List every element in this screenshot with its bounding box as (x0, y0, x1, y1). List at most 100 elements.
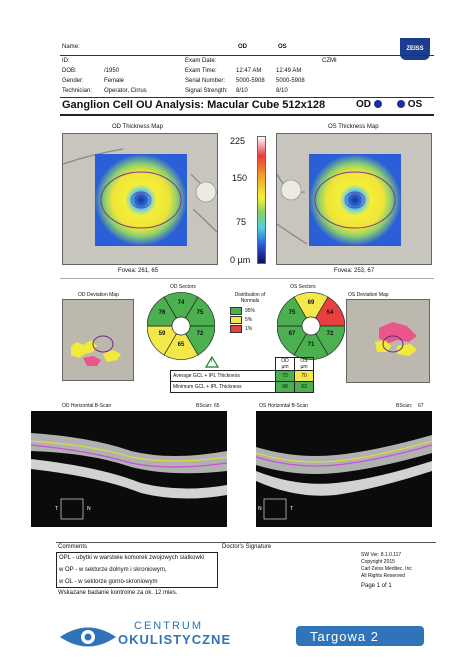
dob-label: DOB: (62, 68, 77, 74)
followup-note: Wskazane badanie kontrolne za ok. 12 mie… (58, 590, 178, 596)
legend-title: Distribution of Normals (234, 292, 266, 304)
od-exam-time: 12:47 AM (236, 68, 262, 74)
os-signal: 8/10 (276, 88, 288, 94)
legend-swatch-1 (230, 325, 242, 333)
od-bscan-word: BScan: (196, 403, 213, 409)
od-column-header: OD (238, 44, 247, 50)
os-sector-inferonasal: 67 (288, 331, 296, 337)
company-name: Carl Zeiss Meditec, Inc (361, 566, 412, 572)
os-dot-icon (397, 100, 405, 108)
warning-icon: ! (204, 355, 220, 368)
technician-label: Technician: (62, 88, 93, 94)
od-thickness-image (63, 148, 217, 246)
legend-95: 95% (245, 308, 256, 314)
zeiss-logo: ZEISS (400, 38, 430, 60)
od-thickness-map-label: OD Thickness Map (112, 124, 163, 130)
gender-label: Gender: (62, 78, 84, 84)
software-version: SW Ver: 8.1.0.117 (361, 552, 402, 558)
banner-location: Targowa 2 (310, 629, 379, 644)
od-sector-superotemporal: 76 (158, 310, 166, 316)
od-sector-superonasal: 75 (196, 310, 204, 316)
distribution-legend: Distribution of Normals 95% 5% 1% (230, 292, 270, 333)
page-number: Page 1 of 1 (361, 583, 392, 589)
os-bscan-word: BScan: (396, 403, 413, 409)
comment-line: OPL - ubytki w warstwie komorek zwojowyc… (59, 555, 205, 561)
os-sector-superotemporal: 54 (326, 310, 334, 316)
od-serial: 5000-5908 (236, 78, 265, 84)
warning-mark: ! (210, 358, 213, 364)
table-row: Minimum GCL + IPL Thickness 68 63 (170, 381, 314, 393)
od-bscan-number: 65 (214, 403, 220, 409)
legend-5: 5% (245, 317, 253, 323)
od-thickness-map (62, 133, 218, 265)
table-row: Average GCL + IPL Thickness 72 70 (170, 370, 314, 382)
od-sectors-chart: 74 75 72 65 59 76 (146, 292, 216, 360)
od-sector-inferonasal: 72 (196, 331, 204, 337)
os-sectors-label: OS Sectors (290, 284, 316, 290)
os-title-label: OS (407, 99, 423, 110)
legend-1: 1% (245, 326, 253, 332)
comments-box[interactable]: OPL - ubytki w warstwie komorek zwojowyc… (56, 552, 218, 588)
banner-location-pill: Targowa 2 (296, 626, 424, 646)
od-bscan-label: OD Horizontal B-Scan (62, 403, 112, 409)
os-bscan-number: 67 (418, 403, 424, 409)
od-eye-indicator: OD (356, 99, 382, 110)
comment-line: w OP - w sektorze dolnym i skroniowym, (59, 567, 167, 573)
row-os-value: 63 (294, 381, 314, 393)
row-label: Average GCL + IPL Thickness (170, 370, 276, 382)
gender-value: Female (104, 78, 125, 84)
os-thickness-map (276, 133, 432, 265)
id-label: ID: (62, 58, 70, 64)
gcl-ipl-thickness-table: OD µm OS µm Average GCL + IPL Thickness … (170, 357, 314, 393)
os-sector-superonasal: 75 (288, 310, 296, 316)
serial-label: Serial Number: (185, 78, 226, 84)
table-header-od: OD µm (275, 357, 295, 371)
od-signal: 8/10 (236, 88, 248, 94)
od-fovea: Fovea: 261, 65 (118, 268, 159, 274)
os-deviation-map (346, 299, 430, 383)
technician-value: Operator, Cirrus (104, 88, 147, 94)
table-header-row: OD µm OS µm (171, 357, 314, 371)
os-fovea: Fovea: 253, 67 (334, 268, 375, 274)
report-title: Ganglion Cell OU Analysis: Macular Cube … (62, 99, 326, 111)
os-bscan-label: OS Horizontal B-Scan (259, 403, 308, 409)
od-dot-icon (373, 100, 382, 108)
scale-tick-225: 225 (230, 136, 246, 146)
row-od-value: 72 (275, 370, 295, 382)
os-deviation-image (375, 322, 417, 356)
name-label: Name: (62, 44, 80, 50)
os-thickness-map-label: OS Thickness Map (328, 124, 379, 130)
os-eye-indicator: OS (397, 99, 422, 110)
exam-date-label: Exam Date: (185, 58, 217, 64)
scale-tick-0: 0 µm (230, 255, 251, 265)
row-label: Minimum GCL + IPL Thickness (170, 381, 276, 393)
dob-value: /1950 (104, 68, 120, 74)
zeiss-logo-text: ZEISS (406, 46, 424, 52)
row-os-value: 70 (294, 370, 314, 382)
row-od-value: 68 (275, 381, 295, 393)
od-sectors-label: OD Sectors (170, 284, 196, 290)
banner-line1: CENTRUM (134, 620, 203, 632)
scale-tick-150: 150 (232, 173, 248, 183)
os-bscan-image: N T (256, 411, 432, 527)
os-serial: 5000-5908 (276, 78, 305, 84)
rights: All Rights Reserved (361, 573, 405, 579)
centrum-logo-icon (58, 622, 118, 652)
od-sector-superior: 74 (177, 300, 185, 306)
comments-label: Comments (58, 544, 88, 550)
os-deviation-map-label: OS Deviation Map (348, 292, 389, 298)
os-column-header: OS (278, 44, 287, 50)
thickness-color-scale (257, 136, 266, 264)
os-sector-inferior: 71 (307, 342, 315, 348)
od-title-label: OD (356, 99, 371, 110)
os-sectors-chart: 69 54 72 71 67 75 (276, 292, 346, 360)
signal-label: Signal Strength: (185, 88, 228, 94)
exam-time-label: Exam Time: (185, 68, 217, 74)
od-sector-inferotemporal: 59 (158, 331, 166, 337)
od-deviation-map (62, 299, 134, 381)
os-sector-inferotemporal: 72 (326, 331, 334, 337)
banner-line2: OKULISTYCZNE (118, 632, 232, 647)
od-bscan-image: T N (31, 411, 227, 527)
os-thickness-image (277, 154, 401, 246)
od-sector-inferior: 65 (177, 342, 185, 348)
